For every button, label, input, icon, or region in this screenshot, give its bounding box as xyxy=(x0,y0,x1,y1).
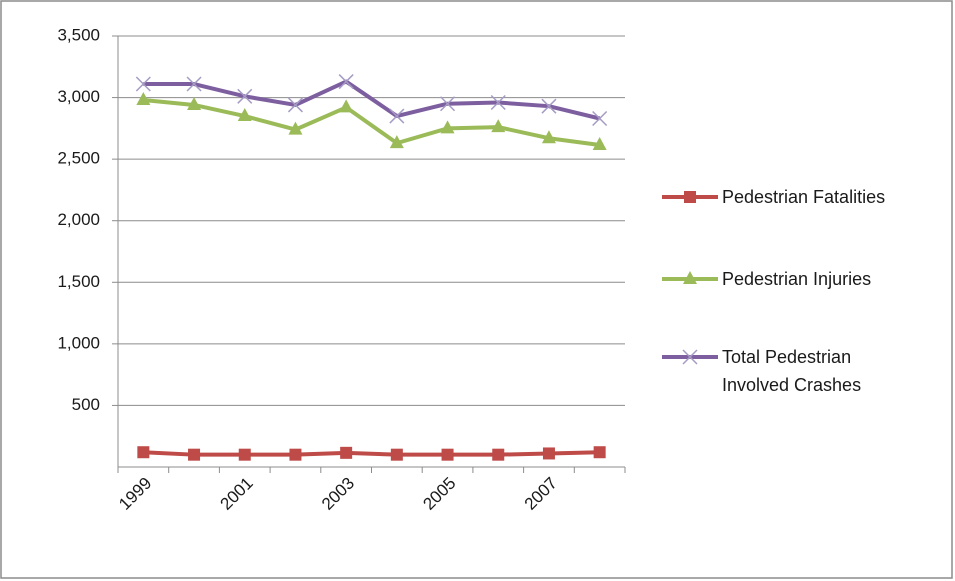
marker xyxy=(339,99,354,113)
marker xyxy=(137,446,150,459)
legend-label: Pedestrian Injuries xyxy=(722,269,872,289)
marker xyxy=(188,448,201,461)
marker xyxy=(287,97,303,113)
marker xyxy=(186,76,202,92)
marker xyxy=(542,447,555,460)
marker xyxy=(136,92,151,106)
legend-marker xyxy=(683,271,697,284)
marker xyxy=(541,130,556,144)
marker xyxy=(441,448,454,461)
marker xyxy=(592,136,607,150)
legend-marker xyxy=(684,191,696,203)
y-tick-label: 3,000 xyxy=(57,87,100,106)
marker xyxy=(593,446,606,459)
marker xyxy=(389,108,405,124)
series-line xyxy=(143,79,601,121)
y-tick-label: 3,500 xyxy=(57,25,100,44)
y-tick-label: 1,500 xyxy=(57,272,100,291)
marker xyxy=(390,448,403,461)
legend-label: Pedestrian Fatalities xyxy=(722,187,886,207)
marker xyxy=(592,110,608,127)
marker xyxy=(237,88,253,104)
marker xyxy=(492,448,505,461)
y-tick-label: 500 xyxy=(72,395,100,414)
y-tick-label: 2,000 xyxy=(57,210,100,229)
marker xyxy=(440,96,456,112)
marker xyxy=(541,98,557,114)
marker xyxy=(389,135,404,149)
y-tick-label: 1,000 xyxy=(57,333,100,352)
marker xyxy=(135,76,151,92)
marker xyxy=(237,108,252,122)
legend-label: Total Pedestrian Involved Crashes xyxy=(722,347,862,395)
legend-marker xyxy=(682,349,698,365)
marker xyxy=(490,94,506,111)
series-line xyxy=(143,450,600,457)
marker xyxy=(288,121,303,135)
marker xyxy=(289,448,302,461)
marker xyxy=(187,96,202,110)
marker xyxy=(338,74,354,90)
series-line xyxy=(143,98,600,147)
marker xyxy=(238,448,251,461)
marker xyxy=(340,446,353,459)
marker xyxy=(440,120,455,134)
y-tick-label: 2,500 xyxy=(57,149,100,168)
marker xyxy=(491,119,506,133)
